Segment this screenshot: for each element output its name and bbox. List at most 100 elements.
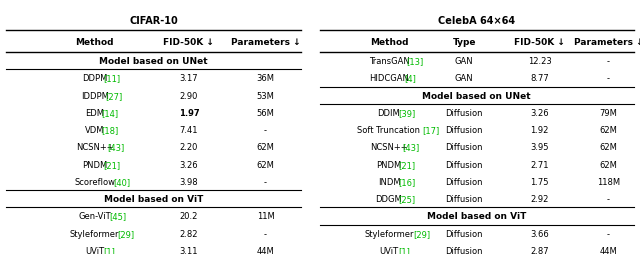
Text: -: -: [264, 126, 267, 135]
Text: INDM: INDM: [378, 177, 400, 186]
Text: 44M: 44M: [257, 246, 275, 254]
Text: [4]: [4]: [404, 74, 416, 83]
Text: 1.97: 1.97: [179, 108, 199, 118]
Text: [16]: [16]: [398, 177, 415, 186]
Text: -: -: [264, 229, 267, 238]
Text: GAN: GAN: [455, 57, 474, 66]
Text: 2.71: 2.71: [531, 160, 548, 169]
Text: CelebA 64×64: CelebA 64×64: [438, 15, 515, 26]
Text: 3.17: 3.17: [180, 74, 198, 83]
Text: 2.87: 2.87: [530, 246, 549, 254]
Text: [14]: [14]: [101, 108, 118, 118]
Text: PNDM: PNDM: [376, 160, 402, 169]
Text: [40]: [40]: [113, 177, 131, 186]
Text: [11]: [11]: [103, 74, 120, 83]
Text: Diffusion: Diffusion: [445, 143, 483, 152]
Text: UViT: UViT: [380, 246, 399, 254]
Text: Diffusion: Diffusion: [445, 160, 483, 169]
Text: 20.2: 20.2: [180, 212, 198, 221]
Text: Styleformer: Styleformer: [364, 229, 413, 238]
Text: 79M: 79M: [600, 108, 618, 118]
Text: 3.26: 3.26: [180, 160, 198, 169]
Text: 1.75: 1.75: [531, 177, 548, 186]
Text: PNDM: PNDM: [82, 160, 108, 169]
Text: 53M: 53M: [257, 91, 275, 100]
Text: 62M: 62M: [600, 126, 618, 135]
Text: Diffusion: Diffusion: [445, 177, 483, 186]
Text: [43]: [43]: [107, 143, 124, 152]
Text: Gen-ViT: Gen-ViT: [79, 212, 111, 221]
Text: CIFAR-10: CIFAR-10: [129, 15, 178, 26]
Text: 7.41: 7.41: [180, 126, 198, 135]
Text: Method: Method: [370, 38, 408, 46]
Text: Method: Method: [76, 38, 114, 46]
Text: Model based on UNet: Model based on UNet: [422, 91, 531, 100]
Text: -: -: [607, 74, 610, 83]
Text: 2.90: 2.90: [180, 91, 198, 100]
Text: Diffusion: Diffusion: [445, 108, 483, 118]
Text: VDM: VDM: [85, 126, 104, 135]
Text: [17]: [17]: [422, 126, 439, 135]
Text: GAN: GAN: [455, 74, 474, 83]
Text: Type: Type: [452, 38, 476, 46]
Text: Model based on UNet: Model based on UNet: [99, 57, 208, 66]
Text: 56M: 56M: [257, 108, 275, 118]
Text: 1.92: 1.92: [531, 126, 548, 135]
Text: NCSN++: NCSN++: [370, 143, 408, 152]
Text: NCSN++: NCSN++: [76, 143, 113, 152]
Text: [18]: [18]: [101, 126, 118, 135]
Text: DDIM: DDIM: [378, 108, 401, 118]
Text: Model based on ViT: Model based on ViT: [427, 212, 527, 221]
Text: 2.20: 2.20: [180, 143, 198, 152]
Text: [27]: [27]: [105, 91, 122, 100]
Text: [29]: [29]: [117, 229, 134, 238]
Text: Parameters ↓: Parameters ↓: [573, 38, 640, 46]
Text: UViT: UViT: [85, 246, 104, 254]
Text: [21]: [21]: [103, 160, 120, 169]
Text: FID-50K ↓: FID-50K ↓: [163, 38, 214, 46]
Text: 2.92: 2.92: [531, 195, 548, 203]
Text: 2.82: 2.82: [180, 229, 198, 238]
Text: 3.95: 3.95: [531, 143, 548, 152]
Text: 62M: 62M: [600, 143, 618, 152]
Text: [1]: [1]: [398, 246, 410, 254]
Text: -: -: [607, 57, 610, 66]
Text: DDGM: DDGM: [376, 195, 403, 203]
Text: 62M: 62M: [257, 143, 275, 152]
Text: -: -: [264, 177, 267, 186]
Text: [21]: [21]: [398, 160, 415, 169]
Text: 3.11: 3.11: [180, 246, 198, 254]
Text: 118M: 118M: [597, 177, 620, 186]
Text: -: -: [607, 229, 610, 238]
Text: [39]: [39]: [398, 108, 415, 118]
Text: -: -: [607, 195, 610, 203]
Text: [43]: [43]: [402, 143, 419, 152]
Text: TransGAN: TransGAN: [369, 57, 410, 66]
Text: Diffusion: Diffusion: [445, 126, 483, 135]
Text: 3.98: 3.98: [180, 177, 198, 186]
Text: 62M: 62M: [257, 160, 275, 169]
Text: HIDCGAN: HIDCGAN: [369, 74, 409, 83]
Text: [45]: [45]: [109, 212, 126, 221]
Text: FID-50K ↓: FID-50K ↓: [514, 38, 565, 46]
Text: EDM: EDM: [85, 108, 104, 118]
Text: 3.66: 3.66: [530, 229, 549, 238]
Text: 12.23: 12.23: [527, 57, 552, 66]
Text: DDPM: DDPM: [82, 74, 108, 83]
Text: 44M: 44M: [600, 246, 618, 254]
Text: [13]: [13]: [406, 57, 424, 66]
Text: [29]: [29]: [413, 229, 430, 238]
Text: 8.77: 8.77: [530, 74, 549, 83]
Text: [1]: [1]: [103, 246, 115, 254]
Text: Diffusion: Diffusion: [445, 246, 483, 254]
Text: Parameters ↓: Parameters ↓: [230, 38, 300, 46]
Text: [25]: [25]: [398, 195, 415, 203]
Text: 3.26: 3.26: [530, 108, 549, 118]
Text: IDDPM: IDDPM: [81, 91, 109, 100]
Text: Styleformer: Styleformer: [70, 229, 120, 238]
Text: Diffusion: Diffusion: [445, 229, 483, 238]
Text: Scoreflow: Scoreflow: [74, 177, 115, 186]
Text: Soft Truncation: Soft Truncation: [358, 126, 420, 135]
Text: Model based on ViT: Model based on ViT: [104, 195, 204, 203]
Text: 62M: 62M: [600, 160, 618, 169]
